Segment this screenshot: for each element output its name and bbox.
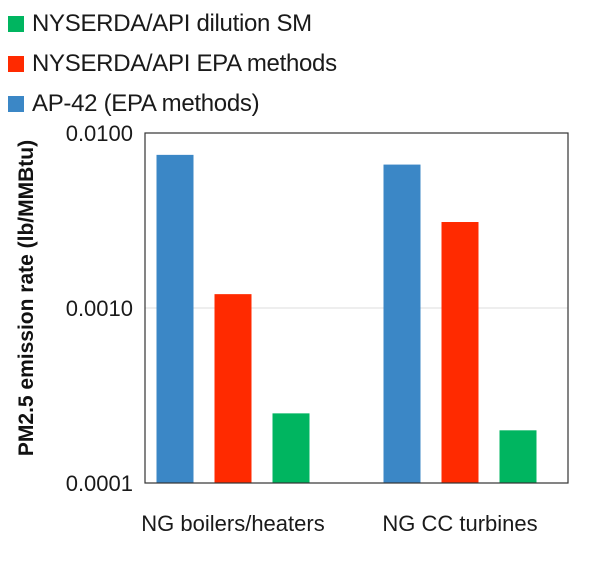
bar [214,294,252,483]
legend-label: NYSERDA/API dilution SM [32,10,312,37]
bar [272,413,310,483]
category-label: NG CC turbines [382,511,537,536]
y-tick-label: 0.0010 [66,296,133,321]
category-labels: NG boilers/heaters NG CC turbines [141,511,537,536]
category-label: NG boilers/heaters [141,511,324,536]
y-tick-labels: 0.0100 0.0010 0.0001 [66,121,133,496]
legend-item-epa: NYSERDA/API EPA methods [8,44,337,84]
bar [499,430,537,483]
legend-label: AP-42 (EPA methods) [32,90,260,117]
y-tick-label: 0.0100 [66,121,133,146]
bars [156,154,537,484]
legend-item-dilution: NYSERDA/API dilution SM [8,4,312,44]
legend-swatch-red [8,56,24,72]
legend-label: NYSERDA/API EPA methods [32,50,337,77]
bar [156,154,194,484]
y-tick-label: 0.0001 [66,471,133,496]
legend-swatch-blue [8,96,24,112]
legend-item-ap42: AP-42 (EPA methods) [8,84,260,124]
y-axis-label: PM2.5 emission rate (lb/MMBtu) [15,140,38,456]
legend-swatch-green [8,16,24,32]
plot-frame [144,132,569,484]
bar [441,222,479,483]
legend: NYSERDA/API dilution SM NYSERDA/API EPA m… [8,4,593,124]
bar [383,164,421,483]
